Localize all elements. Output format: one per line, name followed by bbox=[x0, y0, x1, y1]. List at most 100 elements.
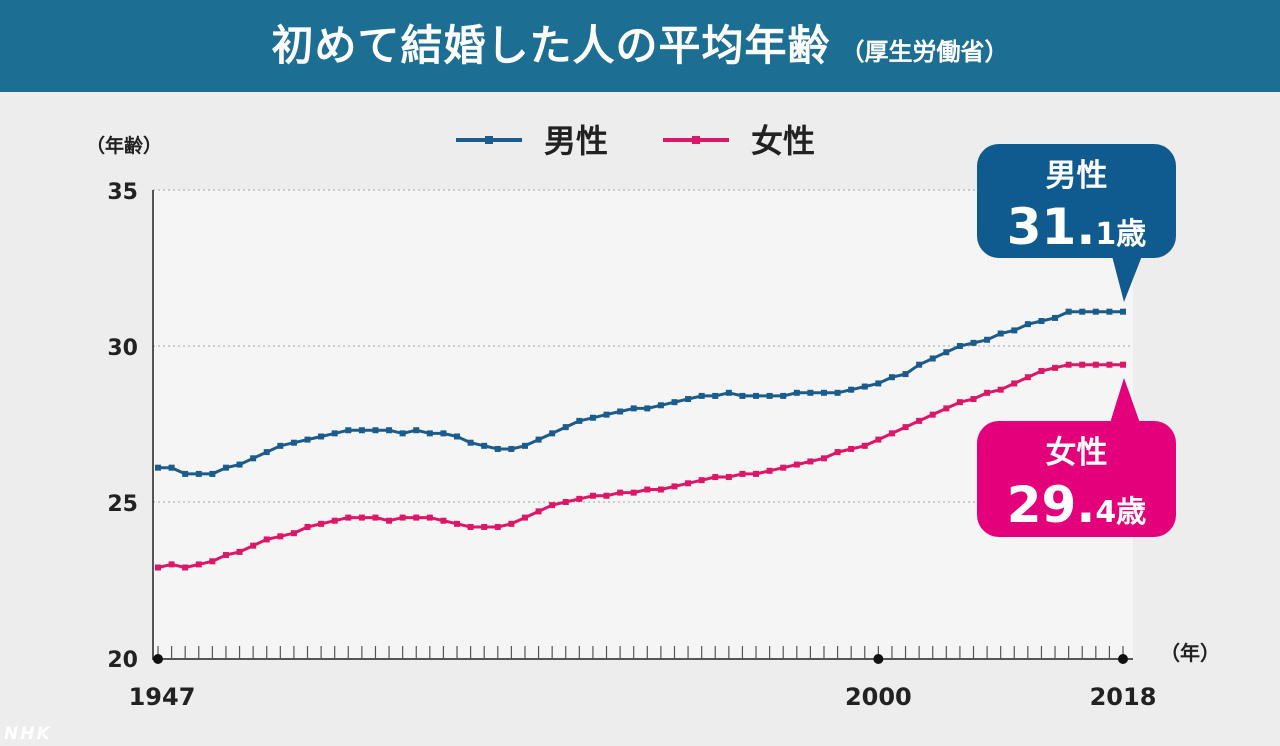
x-tick-label-2000: 2000 bbox=[845, 683, 912, 711]
data-point-female bbox=[902, 424, 909, 431]
data-point-female bbox=[508, 520, 515, 527]
data-point-male bbox=[1065, 308, 1072, 315]
data-point-female bbox=[440, 517, 447, 524]
data-point-male bbox=[549, 430, 556, 437]
data-point-male bbox=[494, 445, 501, 452]
data-point-male bbox=[290, 439, 297, 446]
data-point-male bbox=[685, 396, 692, 403]
data-point-male bbox=[222, 464, 229, 471]
data-point-female bbox=[155, 564, 161, 571]
data-point-female bbox=[345, 514, 352, 521]
callout-pointer-male bbox=[1112, 256, 1142, 302]
data-point-female bbox=[331, 517, 338, 524]
data-point-male bbox=[888, 374, 895, 381]
x-tick-label-2018: 2018 bbox=[1090, 683, 1157, 711]
data-point-female bbox=[1065, 361, 1072, 368]
data-point-male bbox=[440, 430, 447, 437]
data-point-male bbox=[155, 464, 161, 471]
data-point-female bbox=[1011, 380, 1018, 387]
title-bar bbox=[0, 0, 1280, 92]
data-point-male bbox=[739, 392, 746, 399]
data-point-male bbox=[454, 433, 461, 440]
data-point-female bbox=[970, 396, 977, 403]
data-point-male bbox=[562, 424, 569, 431]
data-point-male bbox=[1120, 308, 1126, 315]
legend-label-male: 男性 bbox=[544, 122, 608, 160]
data-point-female bbox=[168, 561, 175, 568]
data-point-male bbox=[671, 399, 678, 406]
data-point-female bbox=[916, 417, 923, 424]
x-tick-dot-2018 bbox=[1118, 654, 1128, 664]
data-point-female bbox=[182, 564, 189, 571]
data-point-female bbox=[426, 514, 433, 521]
x-tick-dot-1947 bbox=[153, 654, 163, 664]
data-point-female bbox=[820, 455, 827, 462]
data-point-male bbox=[1052, 314, 1059, 321]
data-point-male bbox=[793, 389, 800, 396]
data-point-male bbox=[318, 433, 325, 440]
chart-title: 初めて結婚した人の平均年齢 bbox=[271, 21, 831, 70]
data-point-male bbox=[1024, 321, 1031, 328]
data-point-female bbox=[399, 514, 406, 521]
callout-female bbox=[977, 421, 1176, 537]
data-point-female bbox=[956, 399, 963, 406]
y-tick-label-30: 30 bbox=[107, 336, 138, 361]
data-point-female bbox=[372, 514, 379, 521]
data-point-male bbox=[277, 442, 284, 449]
data-point-female bbox=[617, 489, 624, 496]
data-point-male bbox=[875, 380, 882, 387]
data-point-male bbox=[753, 392, 760, 399]
data-point-male bbox=[657, 402, 664, 409]
data-point-female bbox=[739, 470, 746, 477]
legend-marker-female bbox=[692, 136, 700, 144]
data-point-male bbox=[970, 339, 977, 346]
data-point-male bbox=[399, 430, 406, 437]
callout-value-female: 29.4歳 bbox=[1007, 476, 1146, 534]
data-point-male bbox=[413, 427, 420, 434]
data-point-male bbox=[1106, 308, 1113, 315]
data-point-female bbox=[671, 483, 678, 490]
data-point-male bbox=[834, 389, 841, 396]
data-point-male bbox=[861, 383, 868, 390]
data-point-male bbox=[780, 392, 787, 399]
data-point-female bbox=[318, 520, 325, 527]
data-point-male bbox=[304, 436, 311, 443]
data-point-female bbox=[481, 523, 488, 530]
data-point-male bbox=[725, 389, 732, 396]
data-point-male bbox=[576, 417, 583, 424]
data-point-female bbox=[834, 449, 841, 456]
data-point-female bbox=[766, 467, 773, 474]
data-point-male bbox=[617, 408, 624, 415]
y-tick-label-25: 25 bbox=[107, 492, 138, 517]
data-point-female bbox=[657, 486, 664, 493]
callout-label-female: 女性 bbox=[1046, 435, 1108, 471]
page-title: 初めて結婚した人の平均年齢 （厚生労働省） bbox=[0, 0, 1280, 92]
data-point-female bbox=[222, 552, 229, 559]
data-point-female bbox=[549, 502, 556, 509]
data-point-female bbox=[712, 474, 719, 481]
y-axis-label: （年齢） bbox=[86, 134, 162, 157]
data-point-female bbox=[494, 523, 501, 530]
data-point-male bbox=[1092, 308, 1099, 315]
data-point-male bbox=[182, 470, 189, 477]
data-point-male bbox=[521, 442, 528, 449]
data-point-female bbox=[290, 530, 297, 537]
legend-marker-male bbox=[485, 136, 493, 144]
data-point-male bbox=[263, 449, 270, 456]
data-point-male bbox=[943, 349, 950, 356]
data-point-female bbox=[304, 523, 311, 530]
data-point-male bbox=[848, 386, 855, 393]
data-point-female bbox=[1052, 364, 1059, 371]
data-point-male bbox=[236, 461, 243, 468]
source-label: （厚生労働省） bbox=[840, 38, 1009, 66]
data-point-male bbox=[603, 411, 610, 418]
data-point-female bbox=[1120, 361, 1126, 368]
data-point-female bbox=[848, 445, 855, 452]
data-point-female bbox=[793, 461, 800, 468]
nhk-watermark: NHK bbox=[4, 724, 52, 744]
y-tick-label-35: 35 bbox=[107, 180, 138, 205]
data-point-female bbox=[1038, 367, 1045, 374]
data-point-male bbox=[358, 427, 365, 434]
data-point-male bbox=[1011, 327, 1018, 334]
